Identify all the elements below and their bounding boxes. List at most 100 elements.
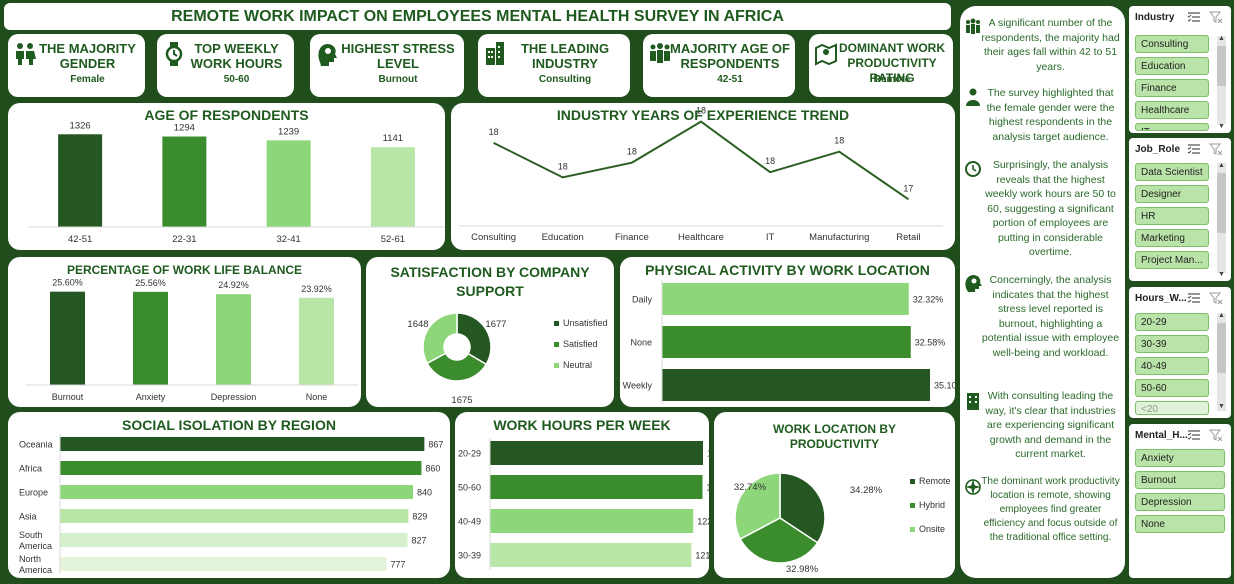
data-label: 23.92% (301, 284, 332, 294)
hours-chart-panel: WORK HOURS PER WEEK 128320-29128050-6012… (455, 412, 727, 578)
scrollbar-thumb[interactable] (1217, 323, 1226, 373)
slicer-item[interactable]: 30-39 (1135, 335, 1209, 353)
legend-label: Satisfied (563, 339, 598, 349)
slicer-item[interactable]: Burnout (1135, 471, 1225, 489)
category-label: Asia (19, 512, 37, 522)
category-label: 52-61 (381, 234, 405, 245)
multiselect-icon[interactable] (1187, 292, 1201, 304)
category-label: 22-31 (172, 234, 196, 245)
slicer-item[interactable]: 40-49 (1135, 357, 1209, 375)
slicer-item[interactable]: Data Scientist (1135, 163, 1209, 181)
slicer-item[interactable]: Finance (1135, 79, 1209, 97)
kpi-title: THE MAJORITY GENDER (39, 41, 136, 71)
category-label: None (306, 392, 328, 402)
data-label: 32.98% (786, 564, 819, 575)
slicer-item[interactable]: Consulting (1135, 35, 1209, 53)
bar (662, 326, 911, 358)
slicer-item[interactable]: Healthcare (1135, 101, 1209, 119)
multiselect-icon[interactable] (1187, 143, 1201, 155)
title-banner: REMOTE WORK IMPACT ON EMPLOYEES MENTAL H… (4, 3, 951, 30)
category-label: 30-39 (458, 551, 481, 561)
multiselect-icon[interactable] (1187, 11, 1201, 23)
bar (490, 543, 692, 567)
slicer-item[interactable]: HR (1135, 207, 1209, 225)
insight-text: With consulting leading the way, it's cl… (985, 390, 1116, 460)
data-label: 1280 (707, 483, 709, 493)
kpi-value: 42-51 (717, 74, 743, 85)
scroll-down-icon[interactable]: ▼ (1218, 403, 1225, 410)
clear-filter-icon[interactable] (1209, 429, 1223, 441)
kpi-title: HIGHEST STRESS LEVEL (341, 41, 455, 71)
data-label: 1648 (407, 319, 428, 330)
scrollbar-thumb[interactable] (1217, 173, 1226, 233)
legend-swatch (910, 479, 915, 484)
slicer-industry[interactable]: Industry Consulting Education Finance He… (1129, 6, 1231, 133)
slicer-mental-health[interactable]: Mental_H... Anxiety Burnout Depression N… (1129, 424, 1231, 578)
bar (60, 557, 387, 571)
location-chart: 34.28% 32.98% 32.74% Remote Hybrid Onsite (734, 472, 951, 575)
head-icon (965, 275, 982, 292)
kpi-title: TOP WEEKLY WORK HOURS (190, 41, 283, 71)
scroll-up-icon[interactable]: ▲ (1218, 35, 1225, 42)
multiselect-icon[interactable] (1187, 429, 1201, 441)
slicer-item[interactable]: Education (1135, 57, 1209, 75)
slicer-item[interactable]: IT (1135, 123, 1209, 131)
clear-filter-icon[interactable] (1209, 11, 1223, 23)
bar (162, 136, 207, 227)
slicer-item[interactable]: Anxiety (1135, 449, 1225, 467)
data-label: 1294 (174, 123, 195, 134)
slicer-item[interactable]: Project Man... (1135, 251, 1209, 269)
kpi-title: MAJORITY AGE OF RESPONDENTS (670, 41, 790, 71)
industry-chart: 18 Consulting 18 Education 18 Finance 18 Health… (459, 106, 943, 243)
slice (422, 312, 458, 365)
building-icon (967, 393, 979, 410)
slicer-header: Mental_H... (1135, 430, 1188, 441)
slicer-item[interactable]: Marketing (1135, 229, 1209, 247)
data-label: 32.74% (734, 482, 767, 493)
data-label: 1141 (383, 133, 403, 144)
scroll-down-icon[interactable]: ▼ (1218, 271, 1225, 278)
legend-swatch (910, 527, 915, 532)
scroll-up-icon[interactable]: ▲ (1218, 162, 1225, 169)
insight-text: A significant number of the respondents,… (981, 17, 1120, 73)
scroll-up-icon[interactable]: ▲ (1218, 312, 1225, 319)
slice (734, 472, 781, 541)
slice (426, 352, 488, 382)
chart-title: AGE OF RESPONDENTS (144, 107, 309, 123)
legend-swatch (910, 503, 915, 508)
data-label: 1283 (707, 449, 709, 459)
slicer-item[interactable]: None (1135, 515, 1225, 533)
slicer-item[interactable]: Designer (1135, 185, 1209, 203)
legend-label: Remote (919, 476, 951, 486)
category-label: Burnout (52, 392, 84, 402)
insights-panel: A significant number of the respondents,… (960, 6, 1125, 578)
wlb-chart-panel: PERCENTAGE OF WORK LIFE BALANCE 25.60% Bu… (8, 257, 361, 407)
slicer-hours[interactable]: Hours_W... 20-29 30-39 40-49 50-60 <20 ▲… (1129, 287, 1231, 418)
industry-chart-panel: INDUSTRY YEARS OF EXPERIENCE TREND 18 Con… (451, 103, 955, 250)
bar (216, 294, 251, 385)
kpi-card-productivity: DOMINANT WORK PRODUCTIVITY RATING Remote (809, 34, 953, 97)
category-label: 40-49 (458, 517, 481, 527)
clear-filter-icon[interactable] (1209, 292, 1223, 304)
slicer-item[interactable]: 50-60 (1135, 379, 1209, 397)
category-label: Daily (632, 295, 653, 305)
bar (60, 461, 422, 475)
category-label: Europe (19, 488, 48, 498)
page-title: REMOTE WORK IMPACT ON EMPLOYEES MENTAL H… (171, 8, 784, 25)
category-label: 32-41 (276, 234, 300, 245)
category-label: Consulting (471, 232, 516, 243)
bar (490, 509, 694, 533)
kpi-value: Consulting (538, 74, 592, 85)
data-label: 18 (765, 156, 775, 166)
clear-filter-icon[interactable] (1209, 143, 1223, 155)
scroll-down-icon[interactable]: ▼ (1218, 123, 1225, 130)
building-icon (486, 42, 504, 65)
scrollbar-thumb[interactable] (1217, 46, 1226, 86)
slicer-item[interactable]: <20 (1135, 401, 1209, 415)
slicer-item[interactable]: 20-29 (1135, 313, 1209, 331)
data-label: 25.60% (52, 278, 83, 288)
slicer-item[interactable]: Depression (1135, 493, 1225, 511)
slicer-job-role[interactable]: Job_Role Data Scientist Designer HR Mark… (1129, 138, 1231, 281)
category-label: Manufacturing (809, 232, 869, 243)
data-label: 32.32% (913, 295, 944, 305)
